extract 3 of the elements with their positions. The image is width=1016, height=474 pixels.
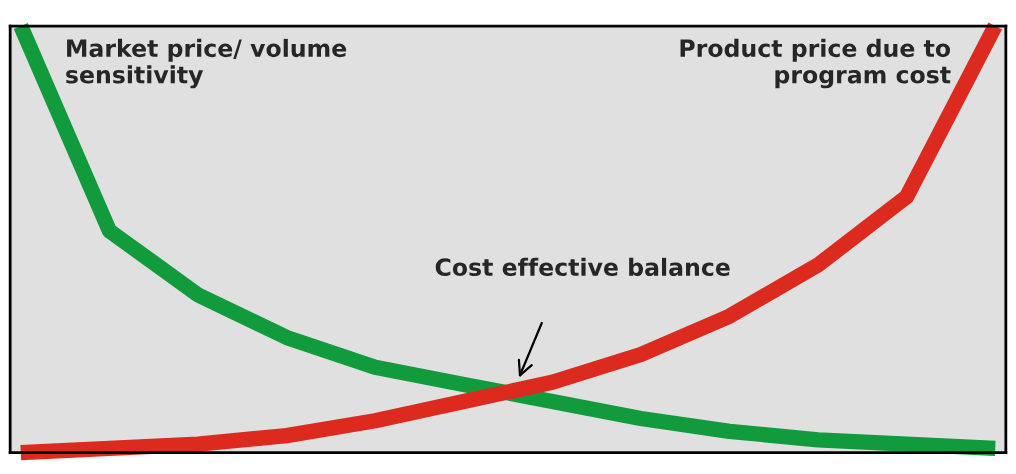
series-label: Product price due to program cost — [680, 38, 951, 89]
series-label: Market price/ volume sensitivity — [66, 38, 347, 89]
annotation: Cost effective balance — [435, 257, 730, 277]
